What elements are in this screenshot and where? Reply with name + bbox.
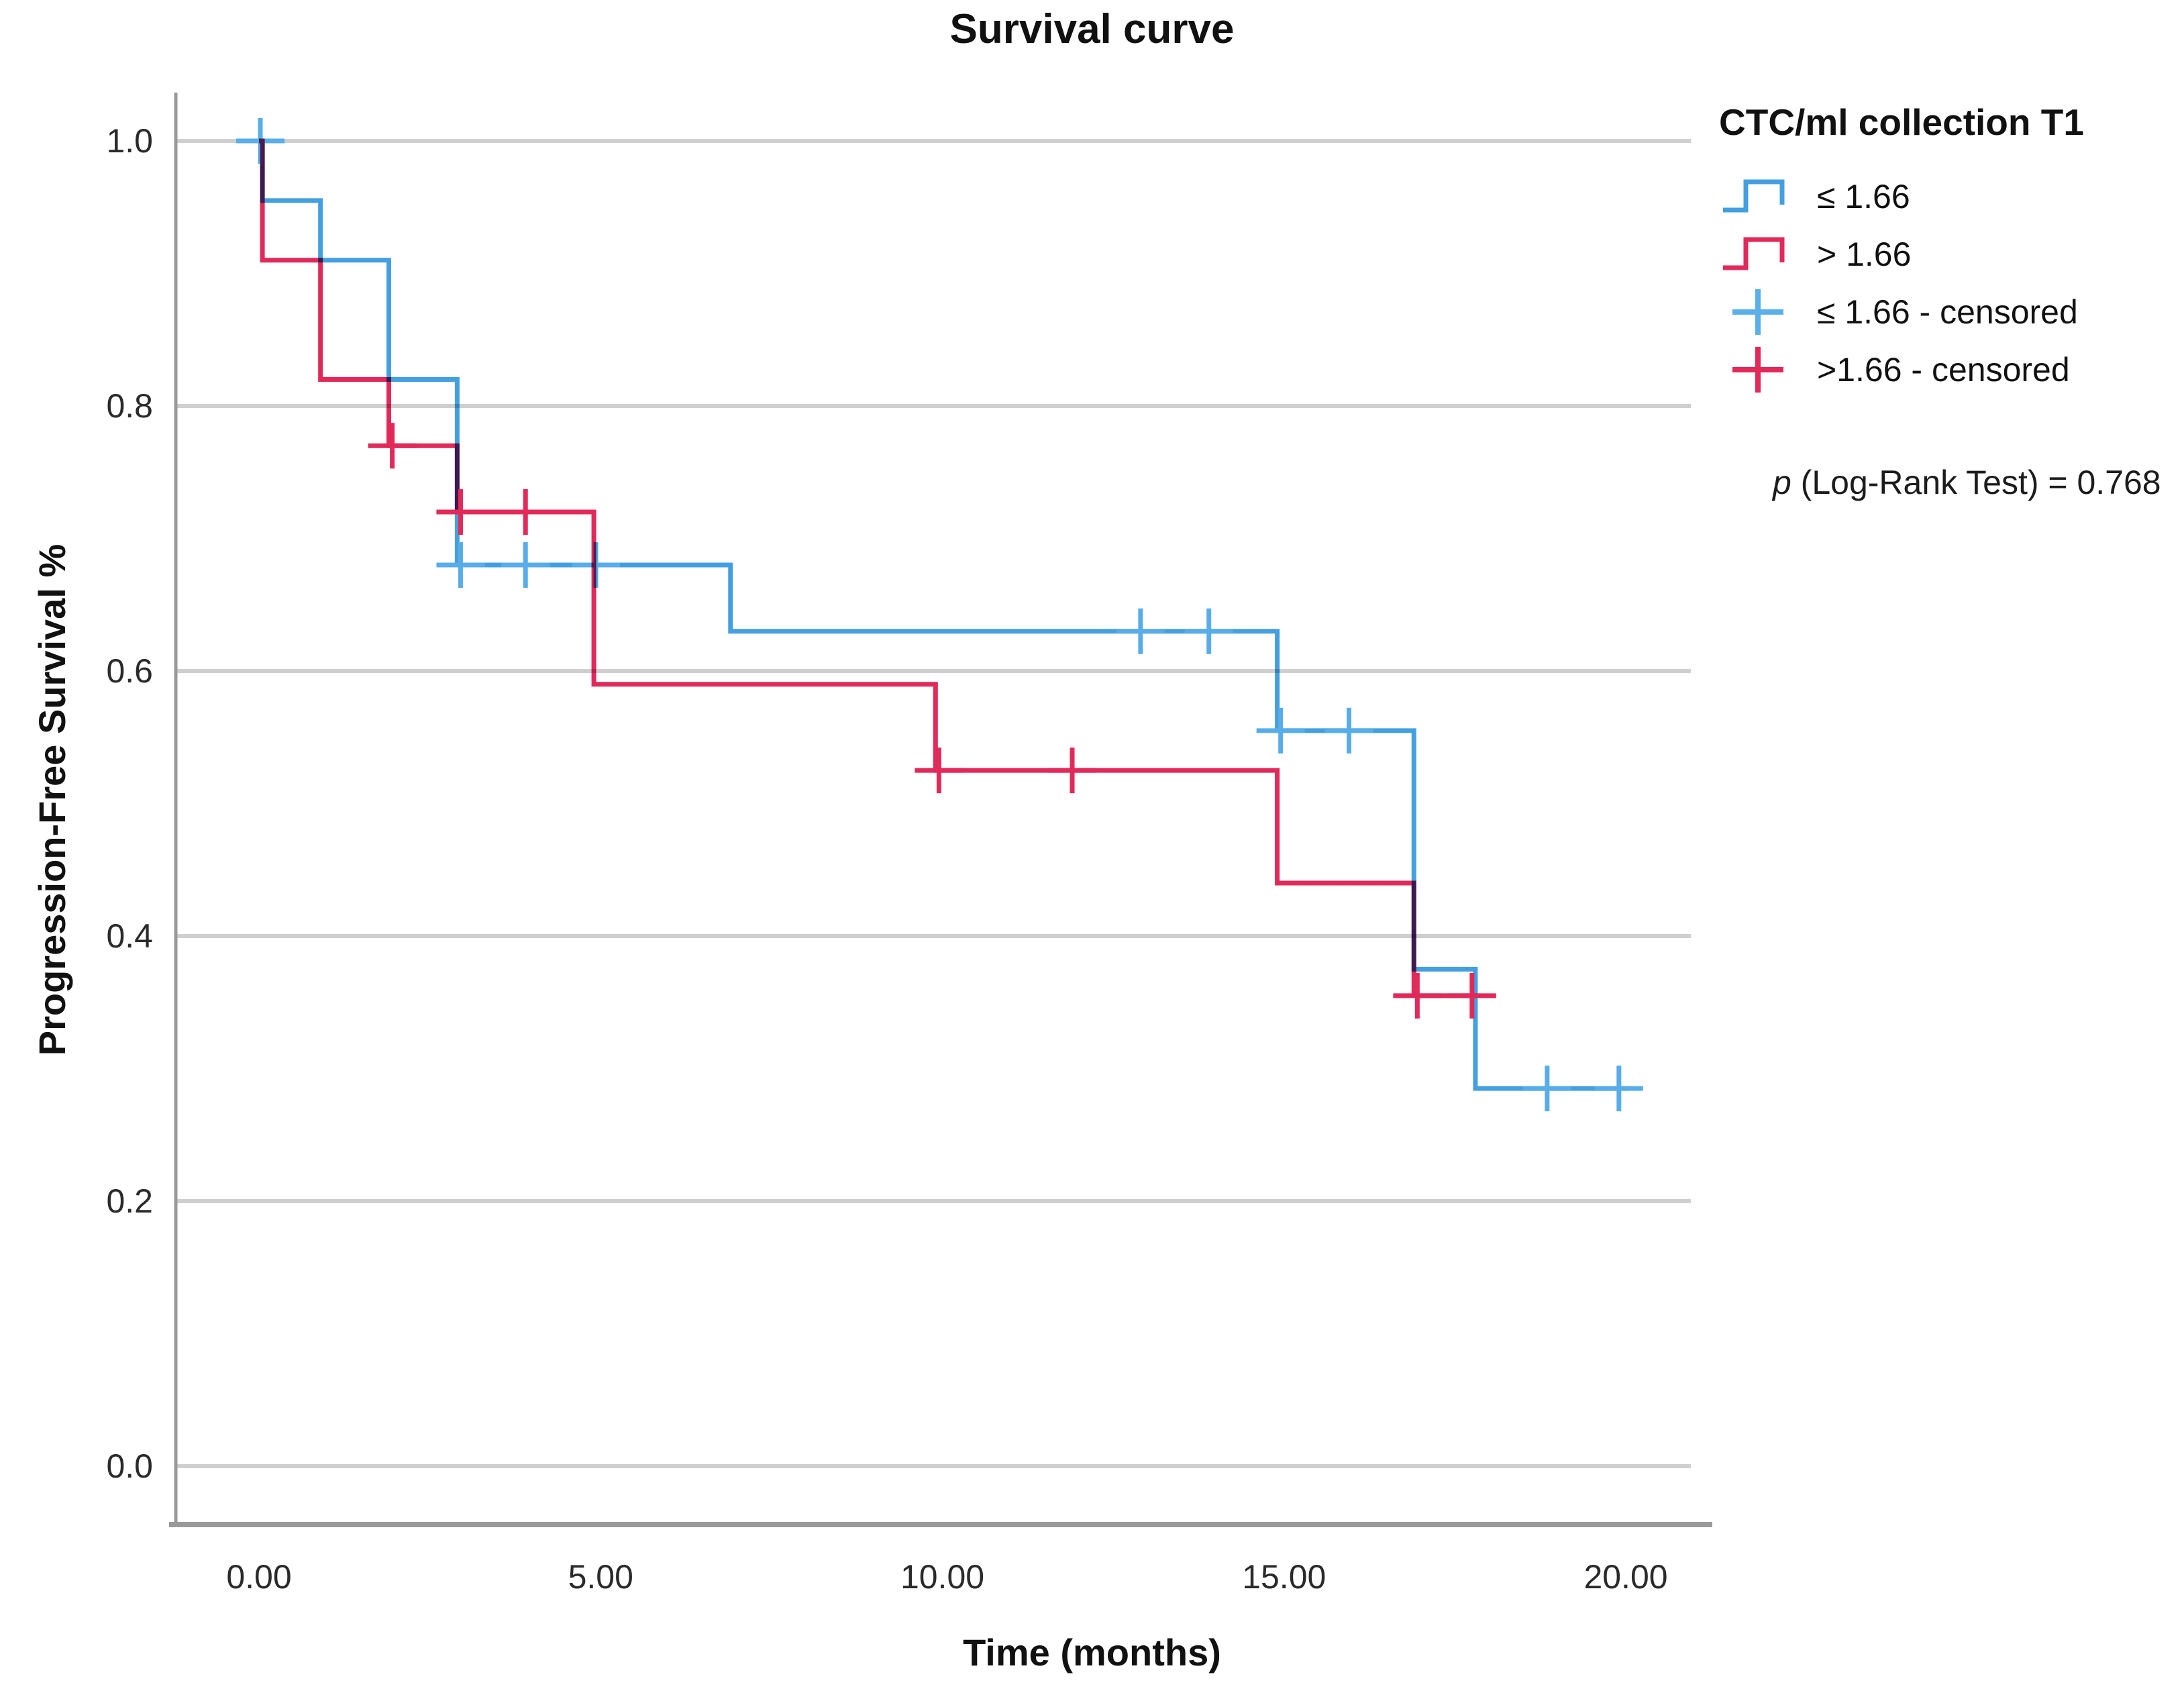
km-curve-gt-166 — [259, 138, 1479, 998]
y-tick-label: 0.8 — [106, 387, 153, 425]
chart-title: Survival curve — [949, 6, 1235, 52]
legend-item-label: ≤ 1.66 - censored — [1817, 293, 2078, 331]
km-series-le-166 — [259, 138, 1630, 1091]
x-axis-title: Time (months) — [963, 1631, 1221, 1674]
x-tick-label: 20.00 — [1583, 1558, 1667, 1596]
y-tick-label: 0.2 — [106, 1182, 153, 1220]
legend-item-0: ≤ 1.66 — [1719, 168, 2182, 225]
legend-item-1: > 1.66 — [1719, 225, 2182, 283]
step-line-icon — [1723, 179, 1785, 213]
y-tick-label: 1.0 — [106, 122, 153, 160]
legend-item-2: ≤ 1.66 - censored — [1719, 283, 2182, 341]
p-value-text: (Log-Rank Test) = 0.768 — [1791, 464, 2161, 501]
legend-item-3: >1.66 - censored — [1719, 341, 2182, 399]
legend-title: CTC/ml collection T1 — [1719, 101, 2084, 143]
step-line-icon — [1723, 237, 1785, 270]
y-tick-label: 0.0 — [106, 1447, 153, 1485]
y-tick-label: 0.6 — [106, 652, 153, 690]
legend: CTC/ml collection T1 ≤ 1.66 > 1.66 ≤ 1.66 … — [1719, 101, 2182, 399]
p-value-annotation: p (Log-Rank Test) = 0.768 — [1773, 463, 2161, 502]
x-tick-label: 0.00 — [226, 1558, 291, 1596]
x-tick-label: 10.00 — [900, 1558, 984, 1596]
legend-item-label: >1.66 - censored — [1817, 351, 2070, 389]
km-curve-le-166 — [259, 138, 1630, 1091]
censor-marks-gt-166 — [368, 423, 1496, 1019]
km-series-gt-166 — [259, 138, 1479, 998]
censor-plus-icon — [1732, 289, 1783, 335]
x-tick-label: 5.00 — [568, 1558, 633, 1596]
p-symbol: p — [1773, 464, 1791, 501]
x-tick-label: 15.00 — [1242, 1558, 1326, 1596]
legend-item-label: > 1.66 — [1817, 236, 1912, 273]
legend-item-label: ≤ 1.66 — [1817, 178, 1910, 215]
y-tick-label: 0.4 — [106, 917, 153, 955]
censor-plus-icon — [1732, 347, 1783, 393]
legend-items: ≤ 1.66 > 1.66 ≤ 1.66 - censored >1.66 - cen… — [1719, 168, 2182, 399]
censor-marks-le-166 — [236, 118, 1643, 1112]
